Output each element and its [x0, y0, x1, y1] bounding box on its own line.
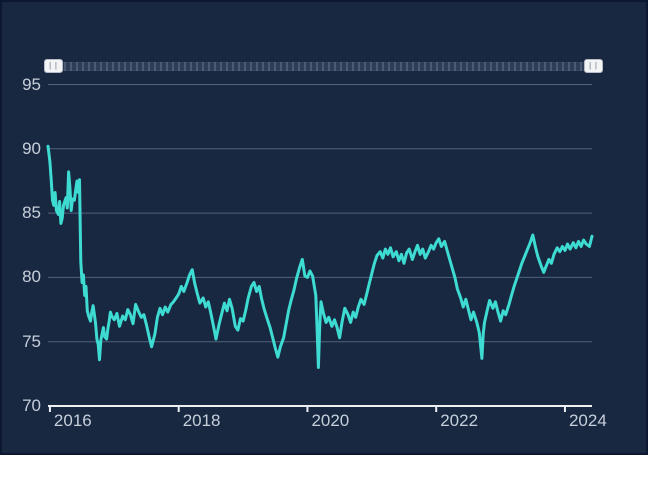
x-axis-label: 2022 — [440, 411, 479, 430]
range-slider-left-handle[interactable]: || — [44, 59, 63, 73]
range-slider-track[interactable] — [46, 62, 600, 71]
y-axis-label: 85 — [22, 203, 41, 223]
y-axis-label: 75 — [22, 331, 41, 351]
drag-grip-icon: || — [587, 61, 600, 71]
y-axis-label: 95 — [22, 74, 41, 94]
y-axis-label: 90 — [22, 138, 41, 158]
range-slider-right-handle[interactable]: || — [584, 59, 603, 73]
line-chart — [46, 84, 594, 412]
x-axis-label: 2018 — [182, 411, 221, 430]
y-axis-label: 70 — [22, 396, 41, 415]
x-axis-label: 2024 — [568, 411, 607, 430]
x-axis-label: 2020 — [311, 411, 350, 430]
series-line — [46, 144, 594, 369]
y-axis-label: 80 — [22, 267, 41, 287]
x-axis-label: 2016 — [53, 411, 92, 430]
chart-panel: 70 75 80 85 90 95 2016 2018 2020 2022 2024 || || — [0, 0, 648, 455]
drag-grip-icon: || — [47, 61, 60, 71]
